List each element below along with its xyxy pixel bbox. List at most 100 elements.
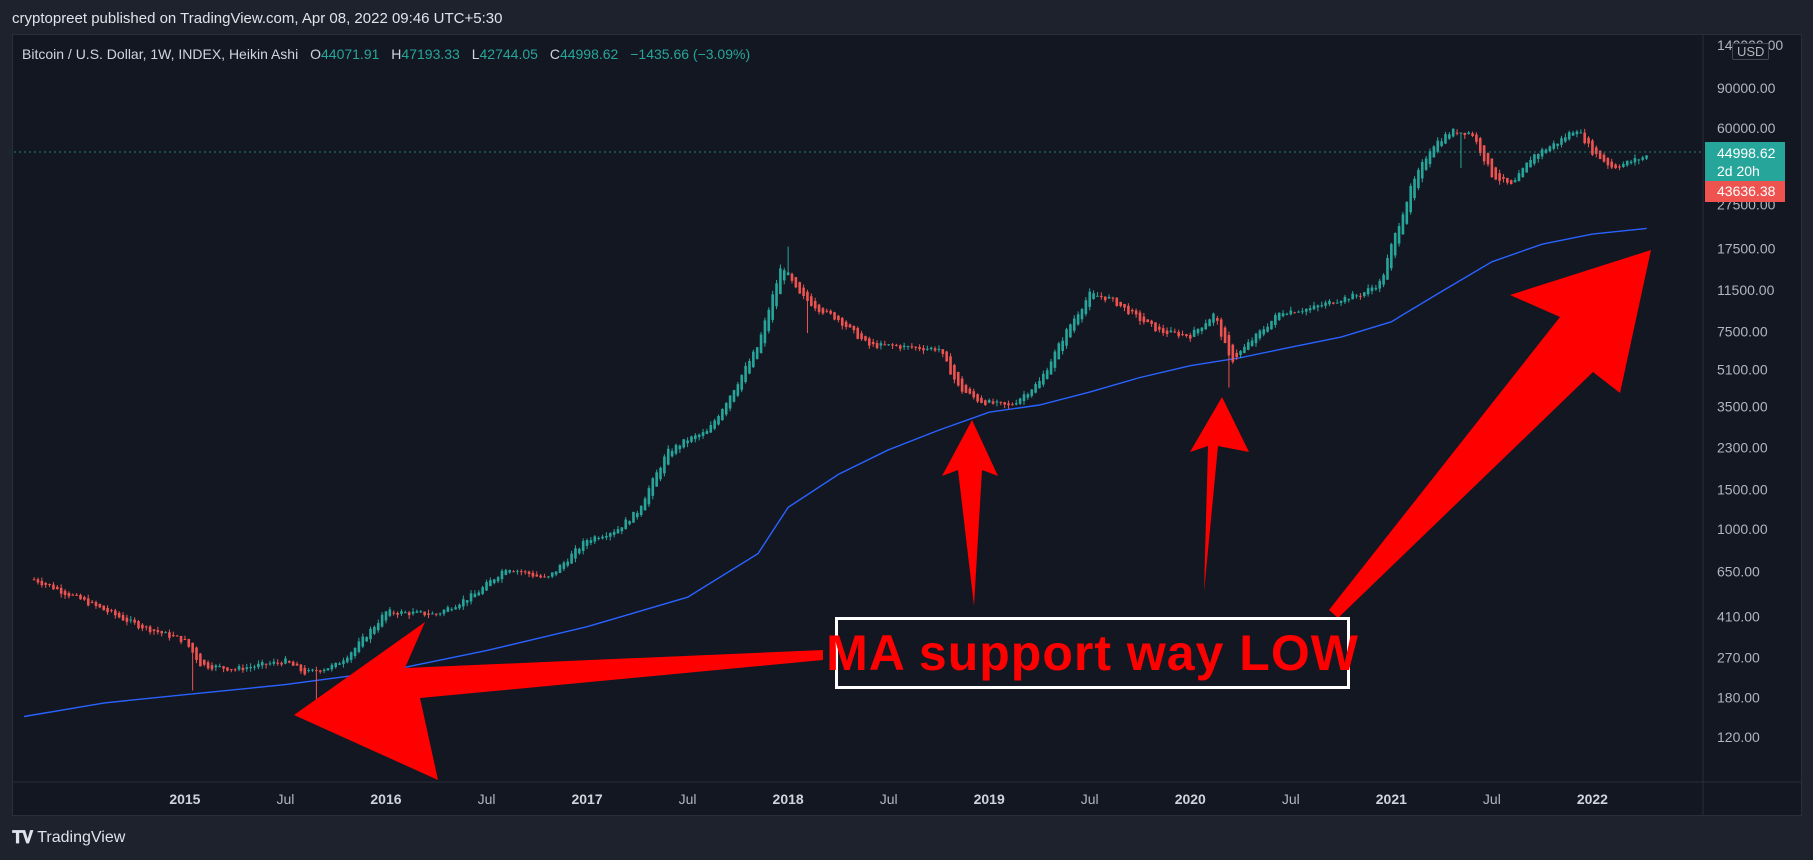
candle-body — [1455, 132, 1459, 134]
candle-body — [902, 345, 906, 348]
candle-body — [1177, 331, 1180, 337]
candle-body — [1471, 133, 1474, 136]
tradingview-logo[interactable]: 𝐓𝐕 TradingView — [12, 828, 125, 848]
candle-body — [1401, 214, 1405, 235]
symbol-title[interactable]: Bitcoin / U.S. Dollar, 1W, INDEX, Heikin… — [22, 46, 299, 62]
candle-body — [1362, 292, 1366, 296]
chart-legend: Bitcoin / U.S. Dollar, 1W, INDEX, Heikin… — [22, 46, 750, 62]
candle-body — [817, 304, 821, 312]
candle-body — [941, 349, 945, 354]
candle-body — [1227, 335, 1231, 356]
candle-body — [1560, 138, 1563, 145]
candle-body — [67, 592, 71, 597]
candle-body — [260, 662, 264, 666]
candle-body — [856, 327, 860, 339]
candle-body — [353, 647, 357, 657]
candle-body — [1270, 320, 1273, 330]
candle-body — [1459, 132, 1463, 134]
arrow-up-icon — [942, 420, 998, 606]
candle-body — [500, 570, 504, 580]
candle-body — [1417, 169, 1420, 188]
candle-body — [380, 614, 384, 627]
candle-body — [1289, 310, 1293, 315]
candle-body — [1034, 384, 1037, 393]
candle-body — [1119, 301, 1122, 307]
candle-body — [342, 660, 345, 665]
candle-body — [202, 659, 206, 665]
currency-label[interactable]: USD — [1732, 43, 1770, 60]
candle-body — [922, 348, 925, 351]
candle-body — [991, 401, 995, 404]
candle-body — [1521, 168, 1525, 178]
candle-body — [647, 488, 651, 505]
candle-body — [1161, 328, 1165, 333]
candle-body — [1370, 287, 1374, 292]
candle-body — [1258, 330, 1262, 339]
candle-body — [1517, 173, 1521, 182]
candle-body — [933, 348, 937, 351]
candle-body — [732, 390, 736, 402]
candle-body — [369, 628, 372, 640]
candle-body — [829, 310, 832, 314]
candle-body — [840, 317, 844, 326]
candle-body — [222, 666, 225, 669]
candle-body — [1637, 159, 1641, 161]
candle-body — [709, 425, 713, 433]
candle-body — [1219, 319, 1223, 337]
candle-body — [1347, 299, 1351, 301]
candle-body — [83, 597, 86, 600]
candle-body — [419, 611, 423, 613]
x-tick-label: 2022 — [1577, 791, 1608, 807]
candle-body — [810, 296, 813, 306]
candle-body — [1436, 140, 1440, 152]
candle-body — [775, 283, 778, 307]
x-tick-label: 2017 — [571, 791, 602, 807]
candle-body — [1007, 403, 1010, 406]
candle-body — [396, 612, 399, 615]
candle-body — [898, 345, 902, 349]
candle-body — [106, 607, 109, 613]
candle-body — [1432, 146, 1436, 158]
candle-body — [315, 670, 318, 672]
candle-body — [918, 347, 921, 350]
candle-body — [1405, 201, 1409, 224]
candle-body — [59, 587, 63, 594]
candle-body — [1420, 161, 1424, 179]
candle-body — [36, 579, 40, 583]
candle-body — [813, 300, 817, 309]
candle-body — [129, 619, 133, 621]
candle-body — [1103, 296, 1107, 301]
candle-body — [1571, 132, 1575, 136]
candle-body — [1506, 177, 1509, 183]
candle-body — [1502, 176, 1505, 179]
candle-body — [995, 401, 999, 403]
candle-body — [392, 612, 396, 614]
low-label: L — [471, 46, 480, 62]
candle-body — [624, 519, 628, 530]
candle-body — [1096, 295, 1099, 297]
candle-body — [1513, 180, 1517, 183]
candle-body — [322, 669, 326, 672]
candle-body — [1478, 138, 1482, 154]
candle-body — [465, 600, 469, 603]
candle-body — [311, 669, 314, 671]
candle-body — [373, 626, 376, 634]
current-price-tag: 44998.62 2d 20h — [1705, 142, 1785, 182]
candle-body — [1316, 305, 1320, 308]
candle-body — [164, 632, 167, 634]
candle-body — [349, 652, 353, 660]
candle-body — [469, 593, 473, 602]
candle-body — [179, 635, 183, 643]
low-value: 42744.05 — [479, 46, 538, 62]
candle-body — [1266, 326, 1269, 332]
candle-body — [1088, 291, 1092, 307]
top-bar: cryptopreet published on TradingView.com… — [0, 0, 1813, 34]
candle-body — [1614, 164, 1617, 169]
candle-body — [794, 277, 798, 288]
candle-body — [1065, 329, 1068, 346]
candle-body — [1250, 340, 1254, 346]
candle-body — [1448, 134, 1451, 139]
candle-body — [168, 632, 171, 638]
candle-body — [376, 623, 380, 631]
candle-body — [241, 667, 245, 671]
